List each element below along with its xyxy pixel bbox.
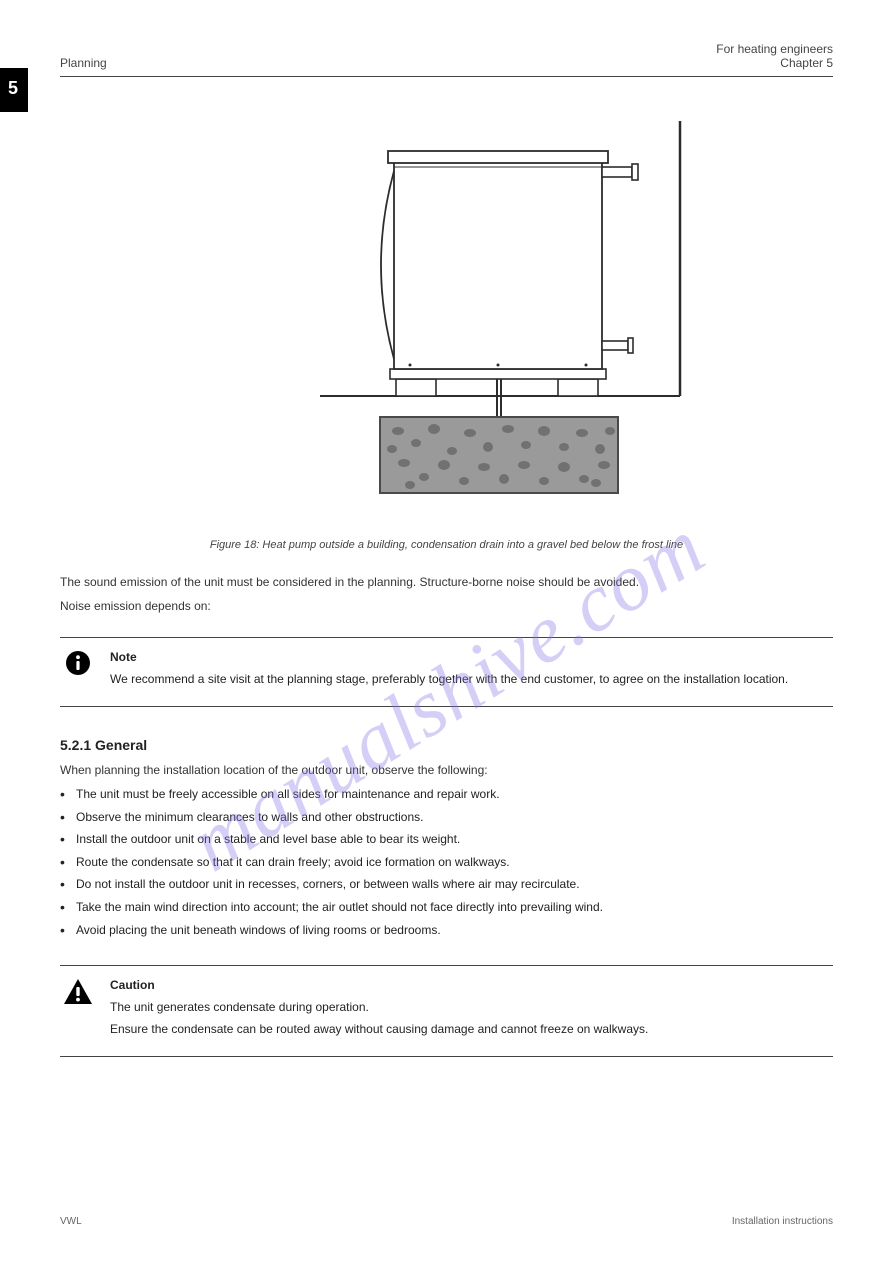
requirements-list: The unit must be freely accessible on al… <box>60 785 833 939</box>
section-heading: 5.2.1 General <box>60 737 833 753</box>
footer-right: Installation instructions <box>732 1216 833 1227</box>
header-right: For heating engineers Chapter 5 <box>716 42 833 70</box>
caution-line1: The unit generates condensate during ope… <box>110 998 833 1016</box>
list-item: The unit must be freely accessible on al… <box>60 785 833 804</box>
caution-content: Caution The unit generates condensate du… <box>110 976 833 1042</box>
list-item: Route the condensate so that it can drai… <box>60 853 833 872</box>
header-right-line1: For heating engineers <box>716 42 833 56</box>
intro-p1: The sound emission of the unit must be c… <box>60 573 833 591</box>
note-text: We recommend a site visit at the plannin… <box>110 670 833 688</box>
header-left: Planning <box>60 56 107 70</box>
list-item: Observe the minimum clearances to walls … <box>60 808 833 827</box>
section-lead: When planning the installation location … <box>60 761 833 779</box>
intro-text: The sound emission of the unit must be c… <box>60 573 833 615</box>
chapter-tab: 5 <box>0 68 28 112</box>
warning-icon <box>60 976 96 1042</box>
note-label: Note <box>110 648 833 666</box>
installation-diagram <box>320 111 740 519</box>
section-lead-wrap: When planning the installation location … <box>60 761 833 779</box>
note-block: Note We recommend a site visit at the pl… <box>60 637 833 707</box>
list-item: Take the main wind direction into accoun… <box>60 898 833 917</box>
list-item: Avoid placing the unit beneath windows o… <box>60 921 833 940</box>
intro-p2: Noise emission depends on: <box>60 597 833 615</box>
page-footer: VWL Installation instructions <box>60 1216 833 1227</box>
list-item: Do not install the outdoor unit in reces… <box>60 875 833 894</box>
header-right-line2: Chapter 5 <box>716 56 833 70</box>
caution-line2: Ensure the condensate can be routed away… <box>110 1020 833 1038</box>
figure-area <box>60 111 833 531</box>
info-icon <box>60 648 96 692</box>
note-content: Note We recommend a site visit at the pl… <box>110 648 833 692</box>
figure-caption: Figure 18: Heat pump outside a building,… <box>60 539 833 551</box>
caution-label: Caution <box>110 976 833 994</box>
chapter-tab-number: 5 <box>8 78 18 99</box>
page-header: Planning For heating engineers Chapter 5 <box>60 42 833 77</box>
caution-block: Caution The unit generates condensate du… <box>60 965 833 1057</box>
list-item: Install the outdoor unit on a stable and… <box>60 830 833 849</box>
footer-left: VWL <box>60 1216 82 1227</box>
